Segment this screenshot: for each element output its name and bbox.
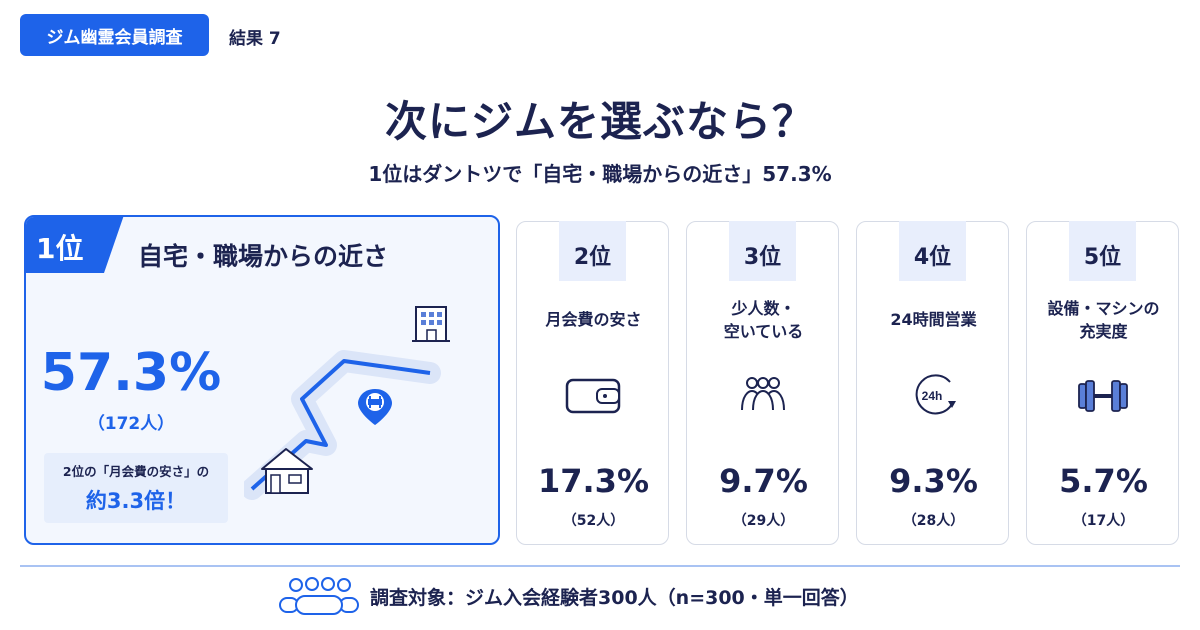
comparison-ratio: 約3.3倍！ xyxy=(85,489,187,513)
route-line xyxy=(250,359,431,491)
rank-pct-2: 17.3% xyxy=(537,462,649,500)
wallet-icon xyxy=(565,378,621,414)
page-title: 次にジムを選ぶなら？ xyxy=(384,97,815,146)
rank-tab-3: 3位 xyxy=(729,221,796,281)
page-subtitle: 1位はダントツで「自宅・職場からの近さ」57.3% xyxy=(368,162,832,186)
route-map-illustration xyxy=(244,306,450,500)
rank-tab-2: 2位 xyxy=(559,221,626,281)
house-icon xyxy=(261,448,313,494)
rank-count-4: （28人） xyxy=(902,513,965,529)
rank-label-2: 2位 xyxy=(573,245,612,270)
rank-badge-1: 1位 xyxy=(26,217,124,273)
rank-name-4: 24時間営業 xyxy=(890,310,977,330)
clock-label: 24h xyxy=(922,389,943,403)
rank-tab-5: 5位 xyxy=(1069,221,1136,281)
rank-count-3: （29人） xyxy=(732,513,795,529)
rank-card-5: 5位 設備・マシンの 充実度 5.7% （17人） xyxy=(1026,221,1179,545)
rank-name-2: 月会費の安さ xyxy=(545,310,642,330)
rank-label-4: 4位 xyxy=(913,245,952,270)
rank-count-5: （17人） xyxy=(1072,513,1135,529)
rank-card-2: 2位 月会費の安さ 17.3% （52人） xyxy=(516,221,669,545)
rank-pct-5: 5.7% xyxy=(1059,462,1148,500)
rank-label-3: 3位 xyxy=(743,245,782,270)
dumbbell-icon xyxy=(1078,380,1128,412)
survey-tag: ジム幽霊会員調査 xyxy=(20,14,209,56)
footer: 調査対象：ジム入会経験者300人（n=300・単一回答） xyxy=(278,574,859,618)
rank-label-5: 5位 xyxy=(1083,245,1122,270)
respondents-icon xyxy=(279,577,359,615)
office-building-icon xyxy=(412,306,450,342)
survey-target-text: 調査対象：ジム入会経験者300人（n=300・単一回答） xyxy=(370,586,859,609)
rank-name-1: 自宅・職場からの近さ xyxy=(138,242,389,271)
rank-tab-4: 4位 xyxy=(899,221,966,281)
comparison-box: 2位の「月会費の安さ」の 約3.3倍！ xyxy=(44,453,228,523)
clock-24h-icon: 24h xyxy=(915,374,956,415)
rank-name-5: 設備・マシンの 充実度 xyxy=(1047,298,1160,341)
rank-card-4: 4位 24時間営業 24h 9.3% （28人） xyxy=(856,221,1009,545)
result-label: 結果 7 xyxy=(229,29,281,49)
rank-pct-1: 57.3% xyxy=(40,343,222,403)
rank-name-3: 少人数・ 空いている xyxy=(723,298,804,341)
rank-count-2: （52人） xyxy=(562,513,625,529)
rank-label-1: 1位 xyxy=(36,232,84,265)
map-pin-icon xyxy=(358,389,392,425)
rank-card-3: 3位 少人数・ 空いている 9.7% （29人） xyxy=(686,221,839,545)
footer-divider xyxy=(20,565,1180,567)
rank-pct-3: 9.7% xyxy=(719,462,808,500)
people-group-icon xyxy=(741,377,785,411)
rank-card-1: 1位 自宅・職場からの近さ 57.3% （172人） 2位の「月会費の安さ」の … xyxy=(24,215,500,545)
comparison-text: 2位の「月会費の安さ」の xyxy=(62,464,210,479)
rank-badge-shape xyxy=(26,217,124,273)
rank-pct-4: 9.3% xyxy=(889,462,978,500)
rank-count-1: （172人） xyxy=(87,414,175,434)
